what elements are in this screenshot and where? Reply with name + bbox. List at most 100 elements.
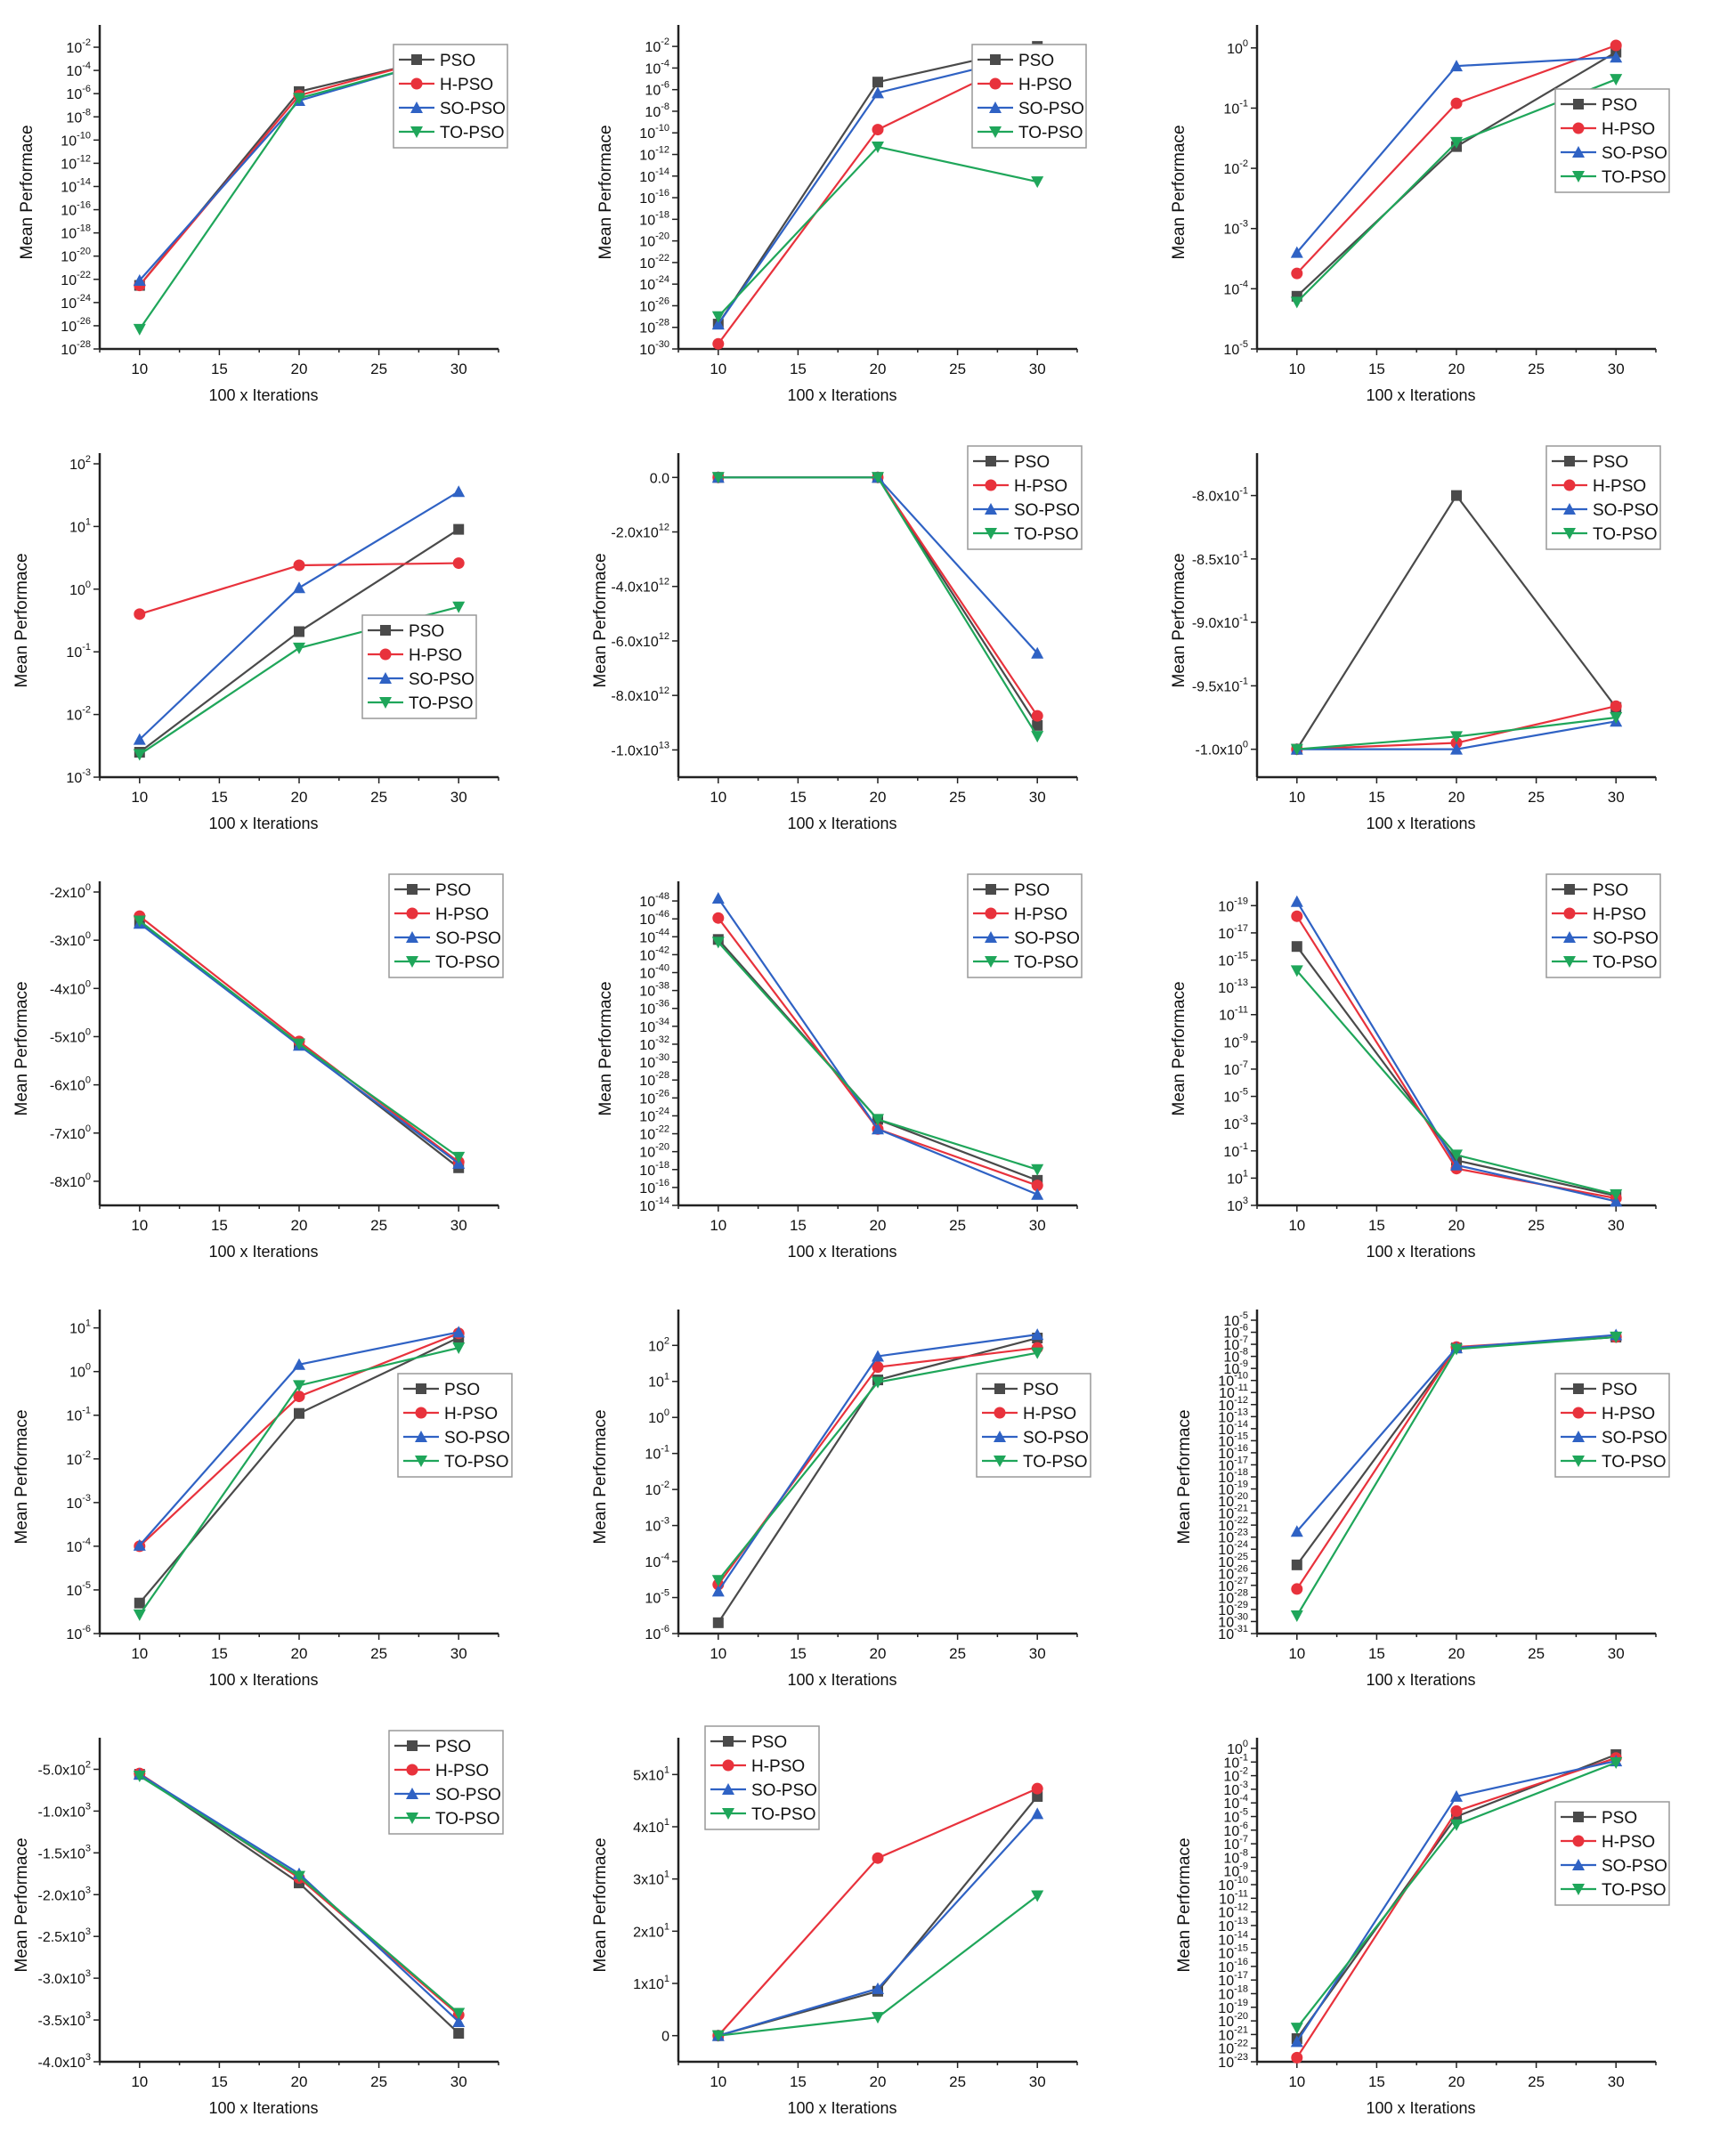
data-point — [453, 523, 465, 535]
y-tick-label: 10-1 — [66, 642, 91, 661]
legend-marker — [407, 1740, 418, 1751]
data-point — [1290, 246, 1303, 258]
legend-label: PSO — [1593, 881, 1628, 900]
data-point — [872, 1350, 884, 1362]
legend-marker — [415, 1431, 427, 1442]
y-tick-label: 10-24 — [639, 1106, 669, 1124]
chart-panel: 10 15 20 25 30 10-28 10-26 10-24 10-22 10-20 10-18… — [0, 0, 579, 428]
x-tick-label: 30 — [1029, 2073, 1046, 2090]
data-point — [1291, 2051, 1303, 2064]
legend-marker — [994, 1383, 1005, 1394]
legend: PSO H-PSO SO-PSO TO-PSO — [393, 44, 508, 149]
y-tick-label: 10-22 — [1218, 1515, 1248, 1534]
legend-marker — [986, 884, 996, 895]
legend-marker — [723, 1736, 734, 1747]
data-point — [452, 557, 465, 570]
data-point — [1290, 2035, 1303, 2048]
legend-item: TO-PSO — [982, 1453, 1088, 1472]
legend-item: PSO — [1552, 881, 1628, 900]
y-tick-label: 0.0 — [650, 471, 669, 486]
chart-panel: 10 15 20 25 30 10-5 10-4 10-3 10-2 10-1 100 100 x I… — [1157, 0, 1736, 428]
y-tick-label: -1.0x1013 — [611, 740, 669, 758]
x-tick-label: 30 — [1608, 361, 1625, 377]
legend-item: TO-PSO — [1561, 168, 1667, 187]
x-tick-label: 30 — [1608, 1645, 1625, 1662]
line-chart: 10 15 20 25 30 10-30 10-28 10-26 10-24 10-22 10-20… — [596, 25, 1087, 404]
legend-label: H-PSO — [1593, 905, 1646, 924]
x-tick-label: 30 — [450, 789, 467, 806]
series-so-pso — [711, 1807, 1044, 2041]
data-point — [1450, 1158, 1463, 1171]
x-tick-label: 25 — [949, 1645, 966, 1662]
data-point — [1031, 1164, 1044, 1176]
x-tick-label: 15 — [211, 1217, 228, 1234]
data-point — [1290, 743, 1303, 756]
y-tick-label: 10-2 — [66, 1449, 91, 1468]
data-point — [293, 581, 305, 594]
x-tick-label: 15 — [1368, 1217, 1385, 1234]
y-tick-label: -3.5x103 — [38, 2010, 92, 2029]
data-point — [1610, 700, 1622, 712]
y-tick-label: 10-5 — [645, 1588, 669, 1607]
y-tick-label: 10-2 — [66, 37, 91, 56]
y-tick-label: -1.0x100 — [1196, 740, 1249, 758]
data-point — [1610, 39, 1622, 52]
legend-marker — [380, 625, 391, 636]
legend-item: PSO — [973, 881, 1050, 900]
x-tick-label: 15 — [211, 2073, 228, 2090]
y-tick-label: 10-13 — [1218, 977, 1248, 996]
y-axis-title: Mean Performace — [596, 125, 615, 259]
data-point — [712, 912, 725, 924]
legend-item: PSO — [1561, 1809, 1637, 1828]
y-tick-label: 10-15 — [1218, 1943, 1248, 1962]
chart-panel: 10 15 20 25 30 -8.0x10-1 -8.5x10-1 -9.0x10-1 -9.… — [1157, 428, 1736, 856]
x-tick-label: 25 — [1528, 1645, 1545, 1662]
legend-label: TO-PSO — [435, 1810, 500, 1829]
data-point — [1290, 895, 1303, 907]
y-tick-label: 10-11 — [1219, 1888, 1248, 1907]
data-point — [452, 1342, 466, 1355]
legend: PSO H-PSO SO-PSO TO-PSO — [397, 1373, 513, 1478]
legend-marker — [994, 1407, 1006, 1419]
y-tick-label: 10-24 — [639, 274, 669, 293]
x-tick-label: 10 — [131, 2073, 148, 2090]
y-tick-label: 10-18 — [1218, 1467, 1248, 1486]
y-tick-label: 100 — [69, 580, 91, 598]
legend-marker — [1563, 956, 1576, 968]
legend-item: PSO — [399, 52, 475, 70]
y-tick-label: 100 — [1227, 1739, 1248, 1757]
x-tick-label: 20 — [1448, 1217, 1465, 1234]
legend-item: H-PSO — [978, 76, 1072, 94]
y-tick-label: 10-17 — [1218, 923, 1248, 942]
y-tick-label: 100 — [69, 1362, 91, 1381]
y-tick-label: 10-2 — [1223, 158, 1248, 177]
legend-label: SO-PSO — [1014, 501, 1080, 520]
x-tick-label: 25 — [370, 1217, 387, 1234]
y-tick-label: 10-1 — [1223, 1141, 1248, 1160]
legend-marker — [989, 126, 1002, 138]
y-tick-label: -5x100 — [50, 1026, 91, 1045]
y-tick-label: -6x100 — [50, 1075, 91, 1094]
legend-item: TO-PSO — [394, 1810, 500, 1829]
legend-item: SO-PSO — [978, 100, 1084, 118]
legend-label: H-PSO — [1593, 477, 1646, 496]
legend-marker — [985, 956, 997, 968]
legend-label: H-PSO — [1014, 905, 1067, 924]
y-tick-label: -1.0x103 — [38, 1801, 92, 1820]
legend-label: TO-PSO — [1023, 1453, 1088, 1472]
y-tick-label: 10-3 — [66, 767, 91, 786]
legend-item: TO-PSO — [973, 525, 1079, 544]
y-tick-label: 10-18 — [1218, 1983, 1248, 2002]
legend-item: TO-PSO — [710, 1805, 816, 1824]
legend-item: PSO — [973, 453, 1050, 472]
y-tick-label: 10-6 — [66, 84, 91, 102]
y-tick-label: 100 — [1227, 38, 1248, 57]
x-axis-title: 100 x Iterations — [787, 1671, 896, 1689]
legend-label: PSO — [435, 1738, 471, 1756]
y-tick-label: 10-21 — [1218, 1504, 1248, 1522]
y-tick-label: -4.0x1012 — [611, 577, 669, 596]
legend-label: H-PSO — [1602, 1833, 1655, 1852]
legend-marker — [1563, 907, 1576, 920]
x-axis-title: 100 x Iterations — [1366, 386, 1475, 404]
data-point — [712, 1617, 724, 1628]
